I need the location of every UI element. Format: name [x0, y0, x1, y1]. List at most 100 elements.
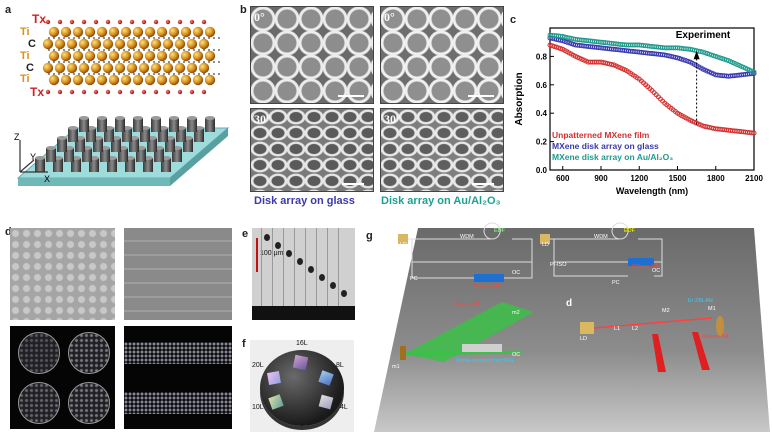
atom: [78, 38, 90, 50]
atom: [144, 26, 156, 38]
panel-label: f: [242, 338, 246, 350]
atom: [72, 74, 84, 86]
disk-body: [53, 158, 63, 172]
atom: [204, 50, 216, 62]
atom: [168, 74, 180, 86]
disk-body: [35, 158, 45, 172]
component-label: OC: [652, 268, 661, 274]
frame-divider: [294, 228, 295, 306]
layer-label-c: C: [28, 38, 36, 50]
droplet: [319, 274, 325, 281]
y-tick-label: 0.0: [536, 166, 548, 175]
atom: [165, 19, 171, 25]
disk-body: [107, 158, 117, 172]
component-label: OC: [512, 270, 521, 276]
atom: [72, 26, 84, 38]
disk-body: [129, 138, 139, 152]
angle-label: 0°: [254, 10, 265, 24]
sem-image-au-30deg: [380, 108, 504, 192]
sample-20L: [267, 371, 281, 385]
scale-bar: [338, 95, 364, 97]
x-axis-label: X: [44, 174, 50, 184]
atom: [126, 62, 138, 74]
disk-body: [104, 128, 114, 142]
atom: [132, 50, 144, 62]
y-tick-label: 0.8: [536, 52, 548, 61]
scale-bar: [256, 238, 258, 272]
frame-divider: [338, 228, 339, 306]
atom: [204, 26, 216, 38]
disk-body: [111, 138, 121, 152]
stripe: [124, 342, 232, 364]
disk-body: [147, 138, 157, 152]
atom: [129, 19, 135, 25]
legend-entry: MXene disk array on Au/Al₂O₃: [552, 152, 673, 162]
sem-image-glass-30deg: [250, 108, 374, 192]
atom: [180, 50, 192, 62]
frame-divider: [316, 228, 317, 306]
component-label: PI-ISO: [550, 262, 567, 268]
atom: [57, 19, 63, 25]
sub-label-c: c: [390, 316, 396, 327]
nd-yag-crystal: [462, 344, 502, 352]
disk: [68, 332, 110, 374]
disk-body: [125, 158, 135, 172]
disk-body: [165, 138, 175, 152]
atom: [81, 19, 87, 25]
atom: [48, 74, 60, 86]
atom: [201, 19, 207, 25]
sample-16L: [292, 354, 309, 371]
atom: [102, 38, 114, 50]
atom: [153, 89, 159, 95]
atom: [117, 19, 123, 25]
atom: [141, 19, 147, 25]
disk-body: [46, 148, 56, 162]
atom: [150, 38, 162, 50]
atom: [132, 26, 144, 38]
component-label: PC: [410, 276, 418, 282]
disk-body: [75, 138, 85, 152]
data-point: [749, 130, 755, 136]
atom: [144, 50, 156, 62]
component-label: OC: [512, 352, 521, 358]
atom: [177, 89, 183, 95]
disk-body: [143, 158, 153, 172]
layer-label-tx: Tx: [30, 85, 45, 99]
frame-divider: [305, 228, 306, 306]
disk: [18, 382, 60, 424]
atom: [93, 89, 99, 95]
atom: [177, 19, 183, 25]
component-label: LD: [542, 242, 550, 248]
atom: [93, 19, 99, 25]
sample-label: 10L: [252, 404, 264, 411]
disk-body: [82, 148, 92, 162]
component-label: MXene-SA: [474, 284, 501, 290]
panel-label: b: [240, 4, 247, 16]
component-label: MXene-SA: [632, 264, 659, 270]
mxene-sa-component: [716, 316, 724, 336]
atom: [114, 38, 126, 50]
panel-a: a Z Y X Tx Ti C Ti C Ti: [0, 0, 236, 205]
atom: [132, 74, 144, 86]
droplet: [264, 234, 270, 241]
disk-body: [154, 148, 164, 162]
data-point: [751, 130, 757, 136]
mxene-sa-component: [628, 258, 654, 266]
disk-top: [68, 126, 78, 130]
disk: [68, 382, 110, 424]
component-label: EDF: [624, 228, 635, 234]
x-tick-label: 1200: [630, 174, 648, 183]
z-axis-label: Z: [14, 132, 20, 142]
atom: [153, 19, 159, 25]
scale-bar: [468, 95, 494, 97]
atom: [60, 74, 72, 86]
disk-body: [172, 148, 182, 162]
panel-label: e: [242, 228, 249, 240]
annotation-experiment: Experiment: [676, 30, 731, 41]
component-label: L2: [632, 326, 639, 332]
atom: [102, 62, 114, 74]
component-label: MXene-SA: [702, 334, 729, 340]
layer-label-ti: Ti: [20, 73, 30, 85]
sample-label: 16L: [296, 340, 308, 347]
atom: [204, 74, 216, 86]
